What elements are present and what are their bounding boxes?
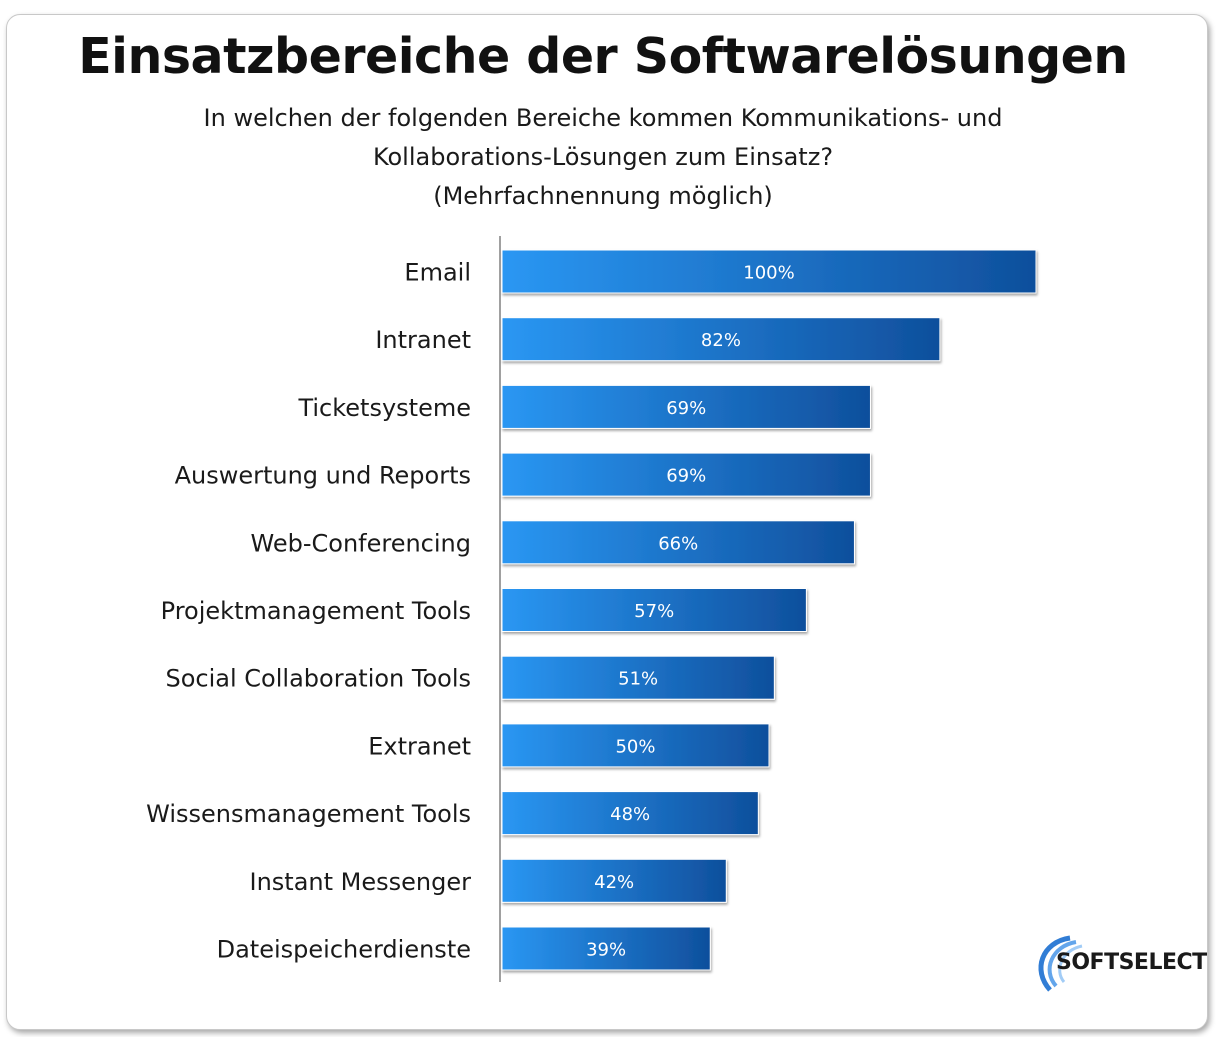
bar-value-label: 66%: [658, 533, 698, 554]
bar-value-label: 51%: [618, 669, 658, 690]
category-label: Social Collaboration Tools: [166, 665, 471, 693]
chart-subtitle-line-2: Kollaborations-Lösungen zum Einsatz?: [372, 143, 834, 171]
category-label: Extranet: [368, 732, 471, 760]
bar-3: [501, 384, 871, 429]
bar-value-label: 42%: [594, 872, 634, 893]
bar-9: [501, 791, 759, 836]
bar-value-label: 57%: [634, 601, 674, 622]
chart-subtitle-line-1: In welchen der folgenden Bereiche kommen…: [203, 104, 1003, 132]
bar-7: [501, 655, 775, 700]
category-label: Wissensmanagement Tools: [146, 800, 471, 828]
bar-4: [501, 452, 871, 497]
logo-text: SOFTSELECT: [1056, 950, 1207, 975]
category-label: Ticketsysteme: [297, 394, 471, 422]
bar-value-label: 50%: [615, 736, 655, 757]
category-label: Web-Conferencing: [251, 529, 471, 557]
bar-5: [501, 520, 855, 565]
bar-2: [501, 317, 941, 362]
bar-8: [501, 723, 770, 768]
bar-value-label: 69%: [666, 466, 706, 487]
chart-subtitle-line-3: (Mehrfachnennung möglich): [433, 182, 773, 210]
category-label: Instant Messenger: [250, 868, 472, 896]
category-label: Intranet: [375, 326, 471, 354]
chart-title: Einsatzbereiche der Softwarelösungen: [78, 28, 1128, 85]
category-label: Dateispeicherdienste: [217, 936, 471, 964]
category-label: Auswertung und Reports: [175, 462, 471, 490]
logo-swirl-icon: [1038, 935, 1083, 992]
softselect-logo: SOFTSELECT: [1030, 930, 1207, 1000]
bar-6: [501, 588, 807, 632]
bar-value-label: 69%: [666, 398, 706, 419]
bar-11: [501, 926, 711, 971]
bar-1: [501, 249, 1037, 294]
category-label: Projektmanagement Tools: [161, 597, 471, 625]
bar-10: [501, 858, 727, 903]
bar-value-label: 100%: [743, 263, 794, 284]
bar-value-label: 39%: [586, 940, 626, 961]
category-label: Email: [404, 259, 471, 287]
bar-value-label: 48%: [610, 804, 650, 825]
bars-group: 100% Email 82% Intranet 69% Ticketsysteme 69% A…: [146, 249, 1037, 971]
bar-value-label: 82%: [701, 330, 741, 351]
